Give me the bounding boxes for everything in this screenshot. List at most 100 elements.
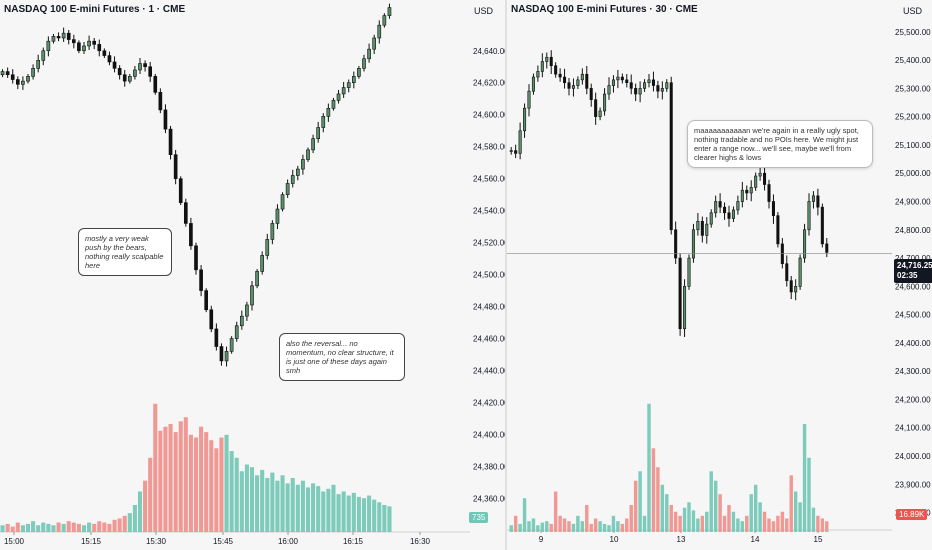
candle-up xyxy=(527,90,531,109)
volume-bar xyxy=(173,432,178,532)
volume-bar xyxy=(71,522,76,532)
volume-bar xyxy=(290,478,295,532)
volume-bar xyxy=(647,403,651,532)
candle-down xyxy=(563,76,567,84)
y-tick-label: 23,900.00 xyxy=(895,480,931,489)
candle-down xyxy=(163,109,168,130)
volume-bar xyxy=(553,491,558,532)
candle-down xyxy=(825,243,829,253)
annotation-reversal[interactable]: also the reversal... no momentum, no cle… xyxy=(279,333,405,381)
candle-down xyxy=(56,36,61,39)
volume-bar xyxy=(567,521,571,532)
volume-bar xyxy=(356,496,361,532)
right-chart-svg[interactable]: 25,500.00 25,400.00 25,300.00 25,200.00 25,1… xyxy=(507,0,932,550)
annotation-bears-push[interactable]: mostly a very weak push by the bears, no… xyxy=(78,228,172,276)
candle-up xyxy=(540,61,544,72)
candle-up xyxy=(660,88,664,92)
volume-bar xyxy=(509,525,513,532)
volume-bar xyxy=(713,480,718,532)
candle-up xyxy=(321,116,326,128)
y-tick-label: 24,380.00 xyxy=(473,462,505,471)
volume-bar xyxy=(816,515,820,532)
volume-bar xyxy=(785,518,789,532)
candle-up xyxy=(382,15,387,26)
volume-bar xyxy=(204,432,209,532)
volume-bar xyxy=(518,523,522,532)
volume-bar xyxy=(377,502,382,532)
volume-bar xyxy=(51,525,56,532)
volume-bar xyxy=(163,426,168,532)
candle-up xyxy=(638,88,642,95)
volume-bar xyxy=(571,523,576,532)
volume-bar xyxy=(270,472,275,532)
volume-bar xyxy=(148,457,153,532)
candle-up xyxy=(536,71,540,78)
y-tick-label: 24,000.00 xyxy=(895,452,931,461)
y-tick-label: 25,200.00 xyxy=(895,113,931,122)
y-tick-label: 24,440.00 xyxy=(473,367,505,376)
volume-bar xyxy=(740,521,745,532)
y-tick-label: 24,900.00 xyxy=(895,197,931,206)
volume-bar xyxy=(153,403,158,532)
volume-bar xyxy=(753,484,758,532)
volume-bar xyxy=(143,480,148,532)
candle-down xyxy=(820,206,824,245)
volume-bar xyxy=(367,495,372,532)
candle-down xyxy=(785,263,789,281)
left-chart-panel[interactable]: 24,640.00 24,620.00 24,600.00 24,580.00 24,5… xyxy=(0,0,505,550)
candle-down xyxy=(117,68,122,76)
y-tick-label: 24,800.00 xyxy=(895,226,931,235)
candle-down xyxy=(214,328,219,347)
volume-bar xyxy=(20,525,25,532)
volume-bar xyxy=(97,521,102,532)
volume-bar xyxy=(598,521,602,532)
candle-down xyxy=(634,88,638,95)
x-tick-label: 14 xyxy=(751,535,760,544)
x-tick-label: 16:00 xyxy=(278,537,299,546)
volume-bar xyxy=(798,502,802,532)
candle-down xyxy=(678,257,682,330)
candle-up xyxy=(580,73,584,81)
volume-bar xyxy=(531,518,536,532)
last-price-label: 24,716.25 xyxy=(897,261,932,270)
volume-bar xyxy=(527,521,531,532)
volume-bar xyxy=(580,521,585,532)
volume-bar xyxy=(244,464,249,532)
volume-bar xyxy=(709,471,713,532)
candle-up xyxy=(285,183,290,195)
volume-bar xyxy=(673,511,678,532)
candle-down xyxy=(219,346,224,362)
candle-up xyxy=(311,138,315,151)
volume-bar xyxy=(331,484,336,532)
volume-bar xyxy=(807,457,811,532)
right-chart-panel[interactable]: 25,500.00 25,400.00 25,300.00 25,200.00 25,1… xyxy=(507,0,932,550)
candle-down xyxy=(5,71,10,76)
x-tick-label: 9 xyxy=(539,535,544,544)
annotation-range[interactable]: maaaaaaaaaaan we're again in a really ug… xyxy=(687,120,873,168)
panel-divider[interactable] xyxy=(505,0,507,550)
candle-down xyxy=(669,82,673,231)
volume-bar xyxy=(219,437,224,532)
y-tick-label: 24,400.00 xyxy=(895,339,931,348)
right-currency-label: USD xyxy=(903,6,923,16)
candle-down xyxy=(168,128,173,155)
candle-down xyxy=(789,280,793,293)
candle-up xyxy=(336,93,341,101)
candle-up xyxy=(245,304,249,317)
left-currency-label: USD xyxy=(474,6,494,16)
candle-up xyxy=(740,189,744,202)
volume-bar xyxy=(536,525,540,532)
candle-up xyxy=(36,60,41,69)
candle-up xyxy=(598,110,602,117)
candle-down xyxy=(651,79,655,86)
volume-bar xyxy=(660,484,665,532)
candle-up xyxy=(643,82,647,89)
volume-bar xyxy=(239,471,244,532)
volume-bar xyxy=(776,515,780,532)
candle-down xyxy=(589,88,593,100)
left-chart-svg[interactable]: 24,640.00 24,620.00 24,600.00 24,580.00 24,5… xyxy=(0,0,505,550)
candle-up xyxy=(731,209,735,219)
volume-bar xyxy=(41,522,46,532)
candle-down xyxy=(66,32,71,40)
volume-bar xyxy=(682,507,687,532)
